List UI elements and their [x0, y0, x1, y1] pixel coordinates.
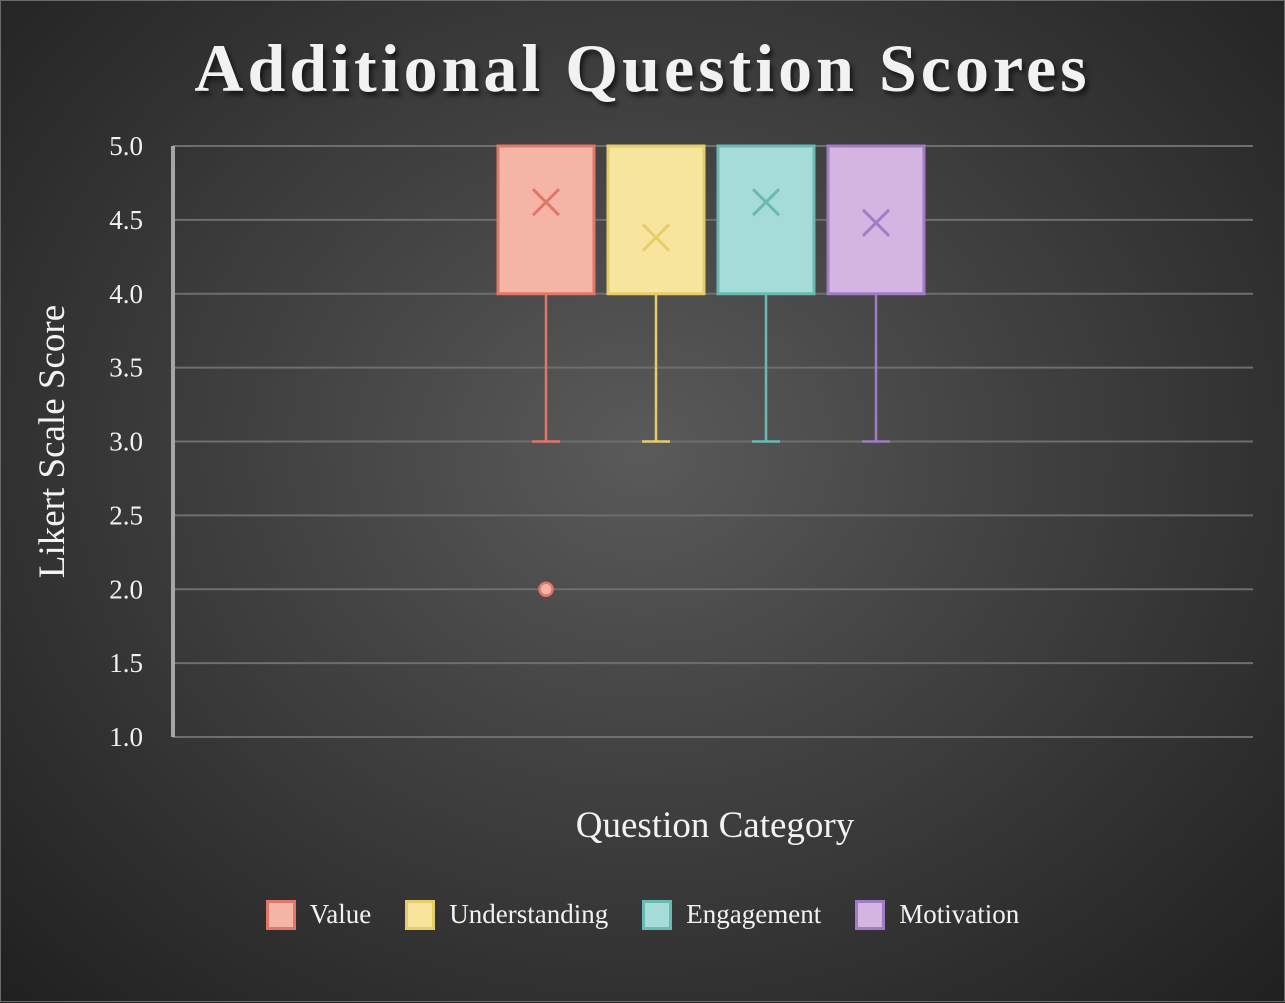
box-engagement: [716, 144, 816, 443]
y-tick-label: 5.0: [109, 131, 143, 161]
mean-marker: [641, 223, 671, 252]
legend-item: Engagement: [642, 899, 821, 930]
legend-swatch: [265, 899, 296, 930]
box-iqr: [716, 144, 816, 296]
y-tick-label: 1.0: [109, 722, 143, 752]
box-iqr: [826, 144, 926, 296]
legend-label: Value: [309, 899, 372, 929]
y-axis-title: Likert Scale Score: [32, 305, 73, 578]
legend-swatch: [855, 899, 886, 930]
legend-swatch: [405, 899, 436, 930]
mean-marker: [861, 208, 891, 237]
box-motivation: [826, 144, 926, 443]
y-tick-label: 3.0: [109, 427, 143, 457]
chart-title: Additional Question Scores: [194, 30, 1091, 106]
legend-label: Engagement: [686, 899, 822, 929]
y-tick-label: 3.5: [109, 353, 143, 383]
mean-marker: [751, 188, 781, 217]
legend-label: Motivation: [899, 899, 1020, 929]
x-axis-title: Question Category: [576, 805, 855, 846]
y-tick-label: 1.5: [109, 648, 143, 678]
mean-marker: [531, 188, 561, 217]
box-understanding: [606, 144, 706, 443]
box-iqr: [496, 144, 596, 296]
y-tick-label: 2.0: [109, 574, 143, 604]
box-iqr: [606, 144, 706, 296]
y-tick-label: 2.5: [109, 500, 143, 530]
y-tick-label: 4.0: [109, 279, 143, 309]
outlier-point: [538, 581, 554, 597]
y-tick-label: 4.5: [109, 205, 143, 235]
box-value: [496, 144, 596, 597]
legend-item: Motivation: [855, 899, 1019, 930]
legend-swatch: [642, 899, 673, 930]
legend-item: Value: [265, 899, 372, 930]
legend-label: Understanding: [449, 899, 609, 929]
legend-item: Understanding: [405, 899, 608, 930]
legend: Value Understanding Engagement Motivation: [1, 899, 1284, 930]
